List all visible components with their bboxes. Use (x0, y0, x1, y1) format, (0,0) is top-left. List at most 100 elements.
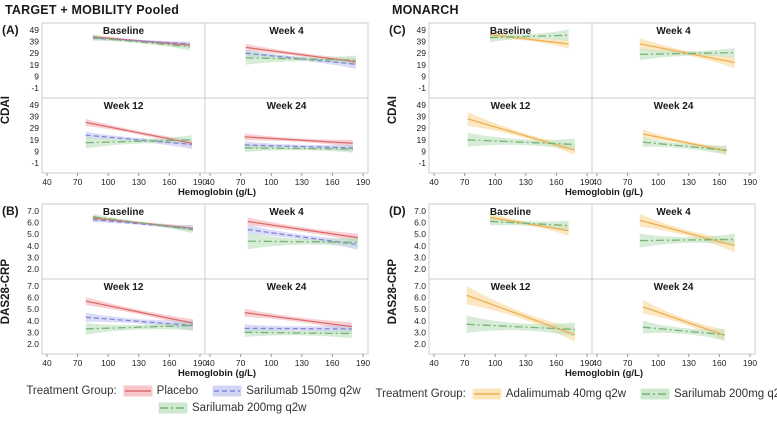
panel-b-plot: 7.06.05.04.03.02.07.06.05.04.03.02.0Base… (27, 203, 370, 368)
svg-text:100: 100 (101, 358, 115, 368)
svg-text:9: 9 (421, 71, 426, 81)
legend-monarch-title: Treatment Group: (375, 388, 466, 400)
svg-text:Week 4: Week 4 (656, 207, 691, 218)
svg-text:70: 70 (236, 358, 246, 368)
panel-d-das28-monarch: (D) DAS28-CRP 7.0 6.0 5.0 4.0 3.0 2.0 7.0 6.0 5.… (387, 202, 777, 381)
panel-d-xaxis-label: Hemoglobin (g/L) (564, 368, 644, 379)
svg-text:5.0: 5.0 (414, 304, 426, 314)
legend-pooled-title: Treatment Group: (26, 385, 117, 397)
svg-text:100: 100 (488, 358, 502, 368)
legend-entry-adalimumab: Adalimumab 40mg q2w (472, 387, 626, 401)
svg-text:Week 24: Week 24 (267, 101, 307, 112)
svg-text:40: 40 (42, 177, 52, 187)
svg-text:190: 190 (193, 358, 207, 368)
legend-monarch: Treatment Group: Adalimumab 40mg q2w Sar… (376, 387, 777, 401)
svg-text:190: 190 (193, 177, 207, 187)
svg-text:130: 130 (295, 358, 309, 368)
svg-text:-1: -1 (418, 83, 426, 93)
sarilumab150-swatch-icon (212, 385, 242, 397)
svg-text:190: 190 (580, 177, 594, 187)
svg-text:7.0: 7.0 (414, 281, 426, 291)
legend-entry-label: Sarilumab 150mg q2w (246, 385, 361, 397)
svg-text:70: 70 (73, 358, 83, 368)
svg-text:49: 49 (417, 25, 427, 35)
svg-text:Week 12: Week 12 (491, 282, 531, 293)
panel-d-plot: 7.06.05.04.03.02.07.06.05.04.03.02.0Base… (414, 203, 757, 368)
svg-text:39: 39 (417, 37, 427, 47)
panel-c-yaxis-label: CDAI (387, 96, 399, 125)
svg-text:9: 9 (34, 146, 39, 156)
svg-text:29: 29 (30, 123, 40, 133)
svg-text:Week 12: Week 12 (104, 282, 144, 293)
svg-text:19: 19 (30, 60, 40, 70)
svg-text:160: 160 (549, 358, 563, 368)
svg-text:9: 9 (34, 71, 39, 81)
svg-text:Week 24: Week 24 (654, 282, 694, 293)
svg-text:40: 40 (429, 177, 439, 187)
svg-text:2.0: 2.0 (414, 264, 426, 274)
svg-text:Week 4: Week 4 (269, 207, 304, 218)
sarilumab200-swatch-icon (158, 402, 188, 414)
svg-text:Week 12: Week 12 (104, 101, 144, 112)
svg-text:100: 100 (651, 358, 665, 368)
panel-d-tag: (D) (389, 204, 406, 218)
svg-text:40: 40 (592, 358, 602, 368)
legend-entry-placebo: Placebo (123, 384, 198, 398)
svg-text:4.0: 4.0 (27, 241, 39, 251)
pooled-column: TARGET + MOBILITY Pooled (A) CDAI 49 39 29… (0, 0, 387, 415)
svg-text:130: 130 (682, 358, 696, 368)
svg-text:-1: -1 (31, 83, 39, 93)
panel-d-yaxis: DAS28-CRP (387, 202, 399, 381)
svg-text:160: 160 (325, 358, 339, 368)
svg-text:130: 130 (519, 358, 533, 368)
panel-a-yaxis-label: CDAI (0, 96, 12, 125)
svg-text:70: 70 (460, 358, 470, 368)
svg-text:3.0: 3.0 (414, 252, 426, 262)
svg-text:5.0: 5.0 (414, 229, 426, 239)
panel-b-das28-pooled: (B) DAS28-CRP 7.0 6.0 5.0 4.0 3.0 2.0 7.0 6.0 5.… (0, 202, 387, 381)
svg-text:70: 70 (73, 177, 83, 187)
monarch-column: MONARCH (C) CDAI 49 39 29 19 9 -1 49 39 29 19 9 -1 B… (376, 0, 777, 415)
svg-text:130: 130 (132, 358, 146, 368)
svg-text:7.0: 7.0 (27, 206, 39, 216)
svg-text:-1: -1 (31, 158, 39, 168)
svg-text:190: 190 (743, 177, 757, 187)
svg-text:Week 4: Week 4 (269, 26, 304, 37)
panel-a-cdai-pooled: (A) CDAI 49 39 29 19 9 -1 49 39 29 19 9 -1 Baseline W… (0, 21, 387, 200)
svg-text:19: 19 (417, 135, 427, 145)
svg-text:100: 100 (264, 177, 278, 187)
svg-text:40: 40 (205, 177, 215, 187)
monarch-column-title: MONARCH (392, 3, 459, 17)
svg-text:4.0: 4.0 (414, 316, 426, 326)
svg-text:190: 190 (356, 358, 370, 368)
svg-text:29: 29 (417, 48, 427, 58)
svg-text:3.0: 3.0 (27, 252, 39, 262)
svg-text:5.0: 5.0 (27, 304, 39, 314)
svg-text:70: 70 (623, 358, 633, 368)
svg-text:2.0: 2.0 (27, 339, 39, 349)
svg-text:4.0: 4.0 (27, 316, 39, 326)
svg-text:7.0: 7.0 (414, 206, 426, 216)
svg-text:130: 130 (682, 177, 696, 187)
legend-entry-sarilumab200-monarch: Sarilumab 200mg q2w (640, 387, 777, 401)
svg-text:6.0: 6.0 (27, 293, 39, 303)
panel-b-yaxis: DAS28-CRP (0, 202, 12, 381)
svg-text:49: 49 (30, 25, 40, 35)
placebo-swatch-icon (123, 385, 153, 397)
panel-a-tag: (A) (2, 23, 19, 37)
panel-c-cdai-monarch: (C) CDAI 49 39 29 19 9 -1 49 39 29 19 9 -1 Baseline W… (387, 21, 777, 200)
svg-text:160: 160 (162, 177, 176, 187)
svg-text:40: 40 (592, 177, 602, 187)
svg-text:3.0: 3.0 (414, 327, 426, 337)
svg-text:7.0: 7.0 (27, 281, 39, 291)
svg-text:Baseline: Baseline (490, 26, 532, 37)
panel-b-yaxis-label: DAS28-CRP (0, 258, 12, 325)
svg-text:160: 160 (325, 177, 339, 187)
legend-entry-sarilumab200: Sarilumab 200mg q2w (158, 401, 306, 415)
svg-text:4.0: 4.0 (414, 241, 426, 251)
svg-text:100: 100 (651, 177, 665, 187)
svg-text:Week 12: Week 12 (491, 101, 531, 112)
svg-text:9: 9 (421, 146, 426, 156)
